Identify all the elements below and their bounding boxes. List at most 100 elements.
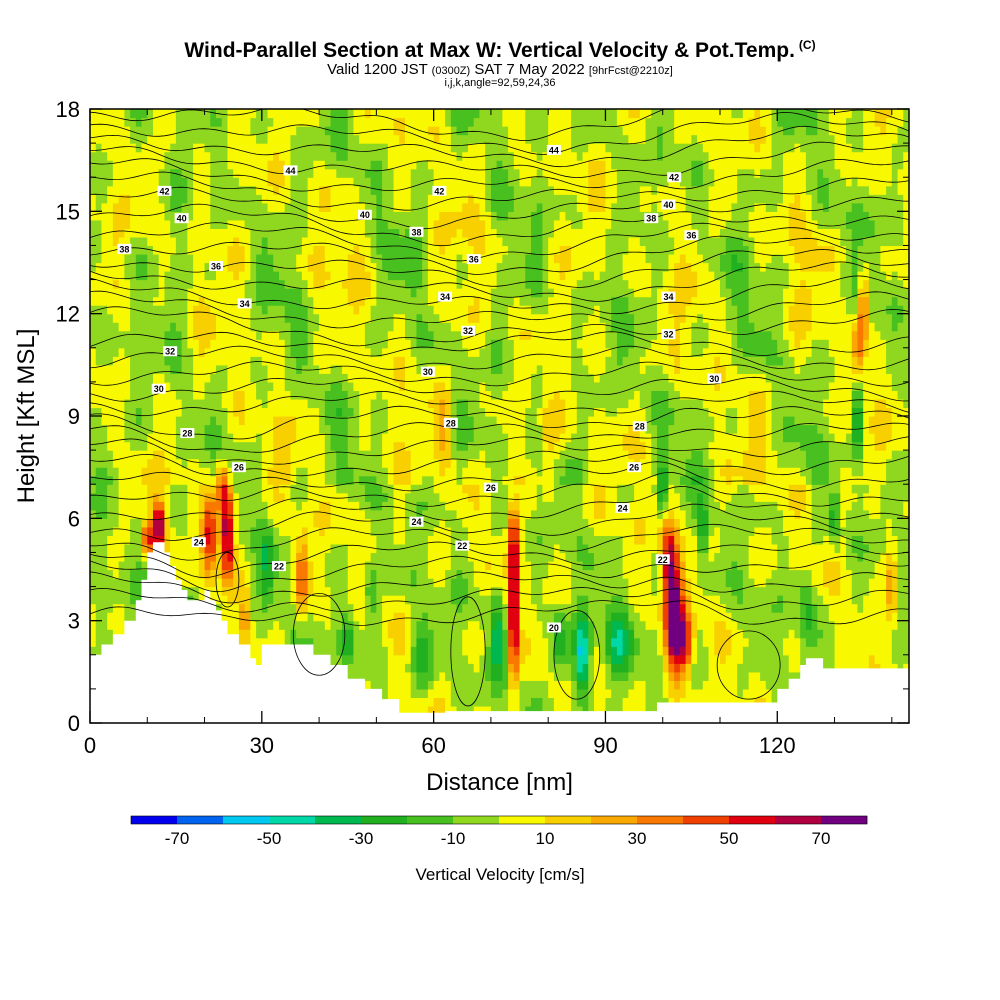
velocity-cell — [210, 245, 217, 255]
velocity-cell — [227, 134, 234, 144]
velocity-cell — [382, 646, 389, 656]
velocity-cell — [347, 501, 355, 511]
velocity-cell — [198, 177, 206, 187]
velocity-cell — [261, 194, 269, 204]
velocity-cell — [347, 603, 355, 613]
velocity-cell — [359, 569, 366, 579]
velocity-cell — [336, 279, 343, 289]
velocity-cell — [193, 416, 200, 426]
velocity-cell — [313, 245, 320, 255]
velocity-cell — [112, 134, 120, 144]
velocity-cell — [284, 228, 292, 238]
velocity-cell — [450, 185, 458, 195]
velocity-cell — [433, 262, 440, 272]
velocity-cell — [387, 356, 395, 366]
velocity-cell — [422, 356, 429, 366]
velocity-cell — [261, 381, 269, 392]
velocity-cell — [427, 620, 435, 630]
velocity-cell — [427, 671, 435, 681]
velocity-cell — [399, 356, 406, 366]
velocity-cell — [336, 202, 343, 212]
velocity-cell — [279, 475, 286, 485]
velocity-cell — [118, 202, 125, 212]
velocity-cell — [336, 595, 343, 605]
velocity-cell — [307, 296, 314, 306]
velocity-cell — [153, 433, 160, 443]
velocity-cell — [187, 109, 194, 119]
velocity-cell — [393, 151, 400, 161]
velocity-cell — [479, 697, 486, 707]
velocity-cell — [370, 279, 377, 289]
velocity-cell — [95, 390, 103, 400]
velocity-cell — [376, 629, 383, 639]
velocity-cell — [353, 364, 360, 374]
velocity-cell — [216, 475, 223, 485]
velocity-cell — [382, 484, 389, 494]
velocity-cell — [112, 160, 120, 170]
velocity-cell — [296, 569, 303, 579]
velocity-cell — [313, 646, 320, 656]
velocity-cell — [181, 373, 188, 383]
velocity-cell — [296, 330, 303, 340]
velocity-cell — [342, 151, 349, 161]
velocity-cell — [118, 603, 125, 613]
velocity-cell — [261, 467, 269, 477]
velocity-cell — [198, 381, 206, 392]
velocity-cell — [193, 117, 200, 127]
velocity-cell — [468, 398, 475, 409]
velocity-cell — [342, 569, 349, 579]
velocity-cell — [296, 202, 303, 212]
velocity-cell — [256, 475, 263, 485]
velocity-cell — [433, 236, 440, 247]
velocity-cell — [364, 347, 372, 357]
velocity-cell — [324, 202, 332, 212]
velocity-cell — [227, 509, 234, 519]
velocity-cell — [387, 612, 395, 622]
velocity-cell — [261, 245, 269, 255]
velocity-cell — [330, 109, 337, 119]
velocity-cell — [130, 262, 137, 272]
velocity-cell — [130, 552, 137, 562]
velocity-cell — [353, 484, 360, 494]
velocity-cell — [319, 117, 326, 127]
velocity-cell — [216, 501, 223, 511]
velocity-cell — [353, 313, 360, 323]
velocity-cell — [153, 211, 160, 221]
velocity-cell — [393, 288, 400, 298]
velocity-cell — [204, 518, 211, 528]
velocity-cell — [147, 364, 154, 374]
velocity-cell — [290, 458, 297, 468]
velocity-cell — [118, 364, 125, 374]
velocity-cell — [204, 526, 211, 536]
velocity-cell — [90, 535, 97, 545]
velocity-cell — [153, 279, 160, 289]
velocity-cell — [124, 501, 131, 511]
velocity-cell — [238, 501, 246, 511]
velocity-cell — [193, 313, 200, 323]
velocity-cell — [130, 441, 137, 451]
velocity-cell — [118, 424, 125, 434]
velocity-cell — [473, 705, 481, 716]
velocity-cell — [267, 364, 274, 374]
velocity-cell — [336, 330, 343, 340]
velocity-cell — [244, 279, 251, 289]
velocity-cell — [473, 245, 481, 255]
velocity-cell — [227, 586, 234, 596]
velocity-cell — [204, 194, 211, 204]
velocity-cell — [347, 160, 355, 170]
velocity-cell — [141, 467, 148, 477]
velocity-cell — [456, 339, 463, 349]
velocity-cell — [427, 347, 435, 357]
velocity-cell — [364, 245, 372, 255]
velocity-cell — [324, 262, 332, 272]
velocity-cell — [353, 518, 360, 528]
velocity-cell — [175, 126, 183, 136]
velocity-cell — [416, 543, 423, 554]
velocity-cell — [290, 253, 297, 264]
velocity-cell — [118, 151, 125, 161]
velocity-cell — [382, 330, 389, 340]
velocity-cell — [210, 441, 217, 451]
velocity-cell — [456, 509, 463, 519]
velocity-cell — [261, 236, 269, 247]
velocity-cell — [204, 177, 211, 187]
